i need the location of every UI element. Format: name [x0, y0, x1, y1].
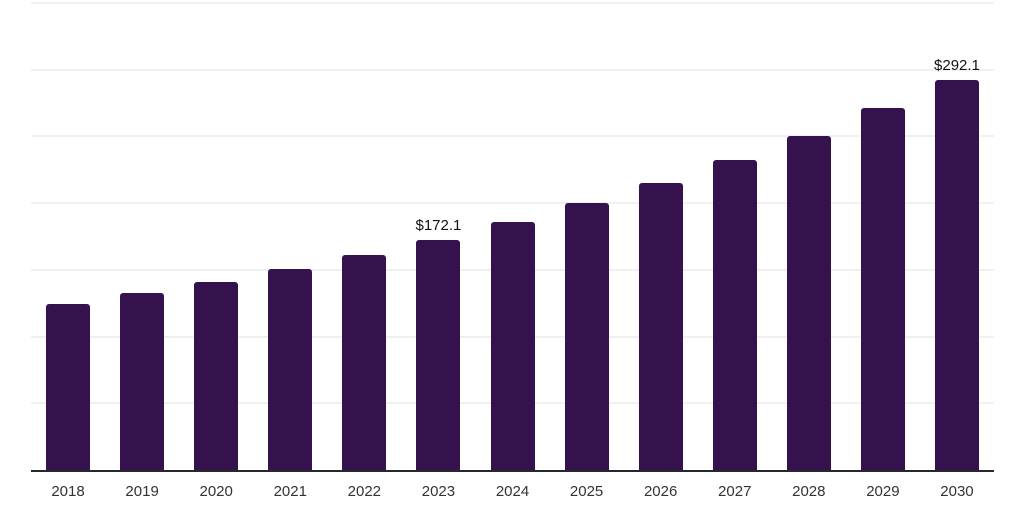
- x-axis-tick-labels: 2018 2019 2020 2021 2022 2023 2024 2025 2026 2027…: [31, 472, 994, 510]
- x-tick-2023: 2023: [421, 483, 456, 500]
- x-tick-2020: 2020: [199, 483, 233, 500]
- bar-slot-2023: $172.1: [401, 3, 475, 470]
- x-tick-2021: 2021: [273, 483, 307, 500]
- bar-2026[interactable]: [638, 183, 683, 470]
- bar-slot-2026: [624, 3, 698, 470]
- bar-slot-2021: [253, 3, 327, 470]
- bar-slot-2024: [475, 3, 549, 470]
- bar-2018[interactable]: [46, 304, 91, 470]
- bar-slot-2027: [698, 3, 772, 470]
- bar-2020[interactable]: [194, 282, 239, 470]
- bar-2028[interactable]: [786, 136, 831, 470]
- data-label-2023: $172.1: [415, 217, 462, 235]
- bar-slot-2022: [327, 3, 401, 470]
- bar-slot-2019: [105, 3, 179, 470]
- bar-2023[interactable]: [416, 240, 461, 470]
- bar-2030[interactable]: [934, 80, 979, 470]
- x-tick-2019: 2019: [125, 483, 159, 500]
- bar-slot-2030: $292.1: [920, 3, 994, 470]
- bar-slot-2025: [550, 3, 624, 470]
- bar-2025[interactable]: [564, 203, 609, 470]
- x-tick-2029: 2029: [866, 483, 900, 500]
- x-tick-2018: 2018: [51, 483, 85, 500]
- bar-series: $172.1 $292.1: [31, 3, 994, 470]
- x-tick-2022: 2022: [347, 483, 382, 500]
- x-tick-2028: 2028: [792, 483, 826, 500]
- data-label-2030: $292.1: [934, 57, 980, 75]
- bar-slot-2028: [772, 3, 846, 470]
- bar-slot-2020: [179, 3, 253, 470]
- bar-slot-2018: [31, 3, 105, 470]
- bar-slot-2029: [846, 3, 920, 470]
- bar-2022[interactable]: [342, 255, 387, 470]
- bar-2024[interactable]: [490, 222, 535, 470]
- bar-2029[interactable]: [860, 107, 905, 470]
- bar-2027[interactable]: [712, 159, 757, 470]
- x-tick-2030: 2030: [940, 483, 974, 500]
- x-tick-2024: 2024: [495, 483, 530, 500]
- x-tick-2027: 2027: [718, 483, 752, 500]
- bar-2021[interactable]: [268, 269, 313, 470]
- x-tick-2025: 2025: [569, 483, 604, 500]
- x-tick-2026: 2026: [643, 483, 678, 500]
- x-axis-line: [31, 470, 994, 472]
- plot-area: $172.1 $292.1: [31, 2, 994, 472]
- bar-2019[interactable]: [120, 293, 165, 470]
